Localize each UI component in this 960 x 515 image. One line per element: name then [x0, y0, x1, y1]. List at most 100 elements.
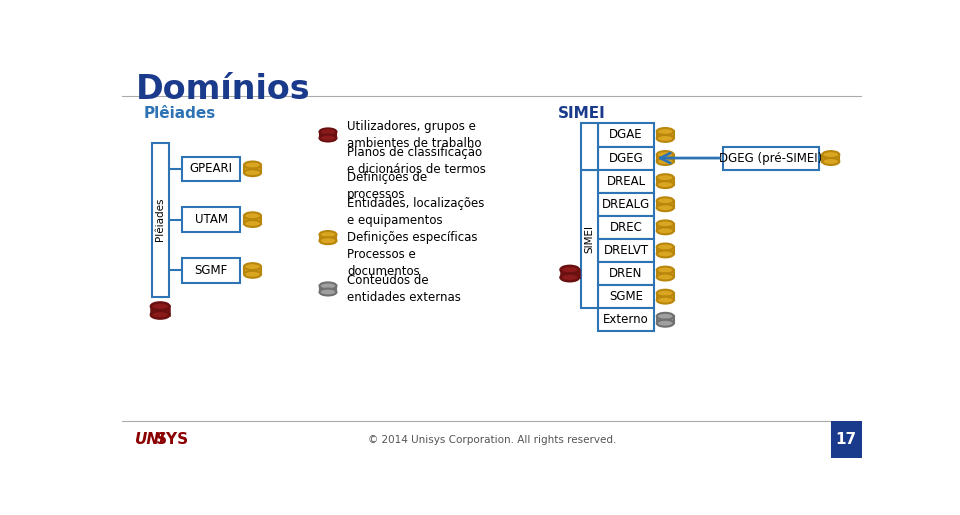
Ellipse shape — [244, 271, 261, 278]
Ellipse shape — [657, 290, 674, 297]
Ellipse shape — [151, 302, 169, 310]
Text: 17: 17 — [835, 433, 856, 448]
Ellipse shape — [657, 128, 674, 135]
Ellipse shape — [561, 273, 579, 281]
FancyBboxPatch shape — [657, 178, 674, 184]
Text: DGEG: DGEG — [609, 151, 643, 165]
FancyBboxPatch shape — [598, 193, 654, 216]
Text: DRELVT: DRELVT — [604, 244, 649, 257]
FancyBboxPatch shape — [182, 258, 240, 283]
FancyBboxPatch shape — [152, 143, 169, 297]
Ellipse shape — [657, 267, 674, 273]
Text: DREN: DREN — [610, 267, 642, 280]
FancyBboxPatch shape — [320, 132, 336, 138]
Text: DGEG (pré-SIMEI): DGEG (pré-SIMEI) — [719, 151, 823, 165]
FancyBboxPatch shape — [657, 201, 674, 208]
Text: DGAE: DGAE — [610, 128, 643, 142]
Text: Utilizadores, grupos e
ambientes de trabalho: Utilizadores, grupos e ambientes de trab… — [348, 120, 482, 150]
FancyBboxPatch shape — [598, 308, 654, 331]
FancyBboxPatch shape — [151, 306, 169, 315]
FancyBboxPatch shape — [598, 285, 654, 308]
FancyBboxPatch shape — [657, 154, 674, 162]
Text: DREC: DREC — [610, 221, 642, 234]
FancyBboxPatch shape — [598, 124, 654, 146]
Ellipse shape — [657, 158, 674, 165]
Text: SGME: SGME — [609, 290, 643, 303]
Ellipse shape — [657, 181, 674, 188]
Ellipse shape — [657, 135, 674, 142]
Text: DREAL: DREAL — [607, 175, 645, 187]
Text: Processos e
documentos: Processos e documentos — [348, 248, 420, 278]
Ellipse shape — [244, 220, 261, 227]
FancyBboxPatch shape — [598, 169, 654, 193]
FancyBboxPatch shape — [582, 124, 598, 169]
Ellipse shape — [244, 212, 261, 219]
Ellipse shape — [657, 320, 674, 327]
Ellipse shape — [244, 169, 261, 176]
Ellipse shape — [320, 231, 336, 238]
FancyBboxPatch shape — [830, 421, 861, 458]
Text: Planos de classificação
e dicionários de termos: Planos de classificação e dicionários de… — [348, 146, 486, 176]
FancyBboxPatch shape — [657, 247, 674, 254]
Ellipse shape — [561, 266, 579, 273]
Ellipse shape — [151, 311, 169, 319]
Text: © 2014 Unisys Corporation. All rights reserved.: © 2014 Unisys Corporation. All rights re… — [368, 435, 616, 445]
Ellipse shape — [657, 250, 674, 258]
FancyBboxPatch shape — [598, 216, 654, 239]
Ellipse shape — [244, 263, 261, 270]
Ellipse shape — [657, 151, 674, 158]
Text: SYS: SYS — [156, 433, 189, 448]
FancyBboxPatch shape — [182, 208, 240, 232]
Text: Plêiades: Plêiades — [156, 198, 165, 242]
FancyBboxPatch shape — [244, 267, 261, 274]
FancyBboxPatch shape — [598, 239, 654, 262]
Text: Domínios: Domínios — [136, 73, 311, 107]
Ellipse shape — [320, 288, 336, 296]
FancyBboxPatch shape — [598, 146, 654, 169]
Ellipse shape — [657, 244, 674, 250]
FancyBboxPatch shape — [657, 270, 674, 277]
Text: SIMEI: SIMEI — [558, 106, 605, 121]
FancyBboxPatch shape — [657, 224, 674, 231]
Ellipse shape — [657, 273, 674, 281]
Text: DREALG: DREALG — [602, 198, 650, 211]
Text: Entidades, localizações
e equipamentos: Entidades, localizações e equipamentos — [348, 197, 485, 227]
FancyBboxPatch shape — [244, 165, 261, 173]
FancyBboxPatch shape — [598, 262, 654, 285]
Ellipse shape — [657, 220, 674, 227]
Text: Definições específicas: Definições específicas — [348, 231, 478, 244]
Text: SIMEI: SIMEI — [585, 225, 595, 253]
FancyBboxPatch shape — [182, 157, 240, 181]
Ellipse shape — [320, 134, 336, 142]
FancyBboxPatch shape — [582, 169, 598, 308]
Ellipse shape — [823, 151, 839, 158]
Ellipse shape — [657, 197, 674, 204]
Text: Conteúdos de
entidades externas: Conteúdos de entidades externas — [348, 274, 461, 304]
Ellipse shape — [244, 162, 261, 168]
FancyBboxPatch shape — [657, 316, 674, 323]
Text: UNI: UNI — [134, 433, 165, 448]
FancyBboxPatch shape — [320, 286, 336, 292]
FancyBboxPatch shape — [561, 270, 579, 278]
FancyBboxPatch shape — [823, 154, 839, 162]
Ellipse shape — [823, 158, 839, 165]
Ellipse shape — [320, 237, 336, 244]
Text: Externo: Externo — [603, 313, 649, 326]
FancyBboxPatch shape — [657, 293, 674, 300]
Text: Plêiades: Plêiades — [144, 106, 216, 121]
Ellipse shape — [320, 128, 336, 135]
Text: GPEARI: GPEARI — [190, 162, 233, 175]
Ellipse shape — [320, 282, 336, 289]
Ellipse shape — [657, 313, 674, 320]
FancyBboxPatch shape — [244, 216, 261, 224]
Ellipse shape — [657, 297, 674, 303]
Text: Definições de
processos: Definições de processos — [348, 171, 427, 201]
Ellipse shape — [657, 227, 674, 234]
Ellipse shape — [657, 204, 674, 211]
FancyBboxPatch shape — [657, 131, 674, 139]
FancyBboxPatch shape — [320, 234, 336, 241]
Text: UTAM: UTAM — [195, 213, 228, 226]
Text: SGMF: SGMF — [195, 264, 228, 277]
Ellipse shape — [657, 174, 674, 181]
FancyBboxPatch shape — [723, 146, 819, 169]
